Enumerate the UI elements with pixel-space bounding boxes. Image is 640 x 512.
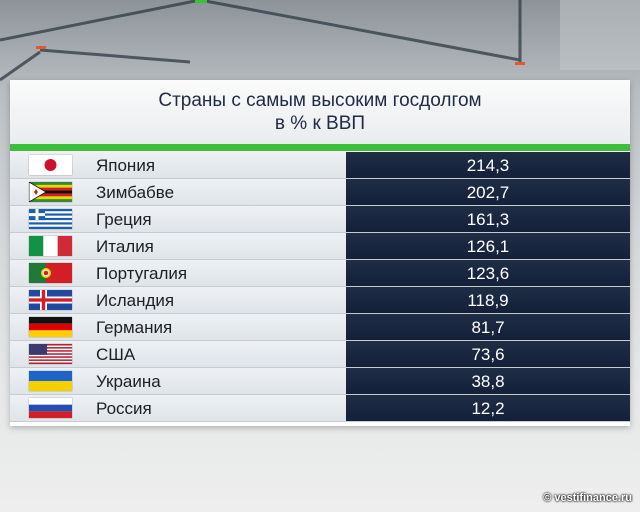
row-value-cell: 118,9 bbox=[346, 287, 630, 313]
row-value-cell: 123,6 bbox=[346, 260, 630, 286]
country-name: Италия bbox=[96, 237, 154, 256]
table-row: Италия 126,1 bbox=[10, 233, 630, 260]
table-row: Япония 214,3 bbox=[10, 152, 630, 179]
debt-value: 161,3 bbox=[466, 210, 510, 229]
debt-value: 214,3 bbox=[466, 156, 510, 175]
japan-flag-icon bbox=[29, 155, 72, 175]
country-name: Германия bbox=[96, 318, 173, 337]
accent-bar bbox=[10, 144, 630, 151]
row-label-cell: Япония bbox=[10, 152, 346, 178]
country-name: Япония bbox=[96, 156, 156, 175]
chart-title-area: Страны с самым высоким госдолгом в % к В… bbox=[10, 80, 630, 144]
debt-value: 202,7 bbox=[466, 183, 510, 202]
row-value-cell: 126,1 bbox=[346, 233, 630, 259]
row-value-cell: 73,6 bbox=[346, 341, 630, 367]
usa-flag-icon bbox=[29, 344, 72, 364]
country-name: Исландия bbox=[96, 291, 175, 310]
debt-value: 118,9 bbox=[467, 291, 509, 310]
table-row: Греция 161,3 bbox=[10, 206, 630, 233]
table-rows: Япония 214,3 Зимбабве 202,7 Греция 161,3 Итали… bbox=[10, 152, 630, 422]
row-label-cell: Украина bbox=[10, 368, 346, 394]
row-label-cell: США bbox=[10, 341, 346, 367]
iceland-flag-icon bbox=[29, 290, 72, 310]
country-name: США bbox=[96, 345, 136, 364]
chart-title: Страны с самым высоким госдолгом bbox=[158, 90, 482, 111]
portugal-flag-icon bbox=[29, 263, 72, 283]
watermark: © vestifinance.ru bbox=[543, 492, 632, 504]
row-label-cell: Германия bbox=[10, 314, 346, 340]
row-label-cell: Зимбабве bbox=[10, 179, 346, 205]
debt-value: 12,2 bbox=[471, 399, 505, 418]
russia-flag-icon bbox=[29, 398, 72, 418]
greece-flag-icon bbox=[29, 209, 72, 229]
italy-flag-icon bbox=[29, 236, 72, 256]
table-row: Зимбабве 202,7 bbox=[10, 179, 630, 206]
table-row: Россия 12,2 bbox=[10, 395, 630, 422]
row-value-cell: 214,3 bbox=[346, 152, 630, 178]
table-row: Германия 81,7 bbox=[10, 314, 630, 341]
table-row: Исландия 118,9 bbox=[10, 287, 630, 314]
row-value-cell: 202,7 bbox=[346, 179, 630, 205]
debt-value: 81,7 bbox=[471, 318, 505, 337]
country-name: Греция bbox=[96, 210, 152, 229]
debt-value: 126,1 bbox=[466, 237, 510, 256]
chart-subtitle: в % к ВВП bbox=[274, 113, 366, 134]
row-label-cell: Италия bbox=[10, 233, 346, 259]
row-label-cell: Исландия bbox=[10, 287, 346, 313]
table-row: США 73,6 bbox=[10, 341, 630, 368]
row-value-cell: 12,2 bbox=[346, 395, 630, 421]
ukraine-flag-icon bbox=[29, 371, 72, 391]
debt-table: Страны с самым высоким госдолгом в % к В… bbox=[10, 80, 630, 426]
zimbabwe-flag-icon bbox=[28, 181, 72, 203]
row-value-cell: 38,8 bbox=[346, 368, 630, 394]
debt-value: 38,8 bbox=[471, 372, 505, 391]
row-label-cell: Португалия bbox=[10, 260, 346, 286]
debt-value: 123,6 bbox=[466, 264, 510, 283]
country-name: Португалия bbox=[96, 264, 188, 283]
table-row: Португалия 123,6 bbox=[10, 260, 630, 287]
table-row: Украина 38,8 bbox=[10, 368, 630, 395]
country-name: Россия bbox=[96, 399, 152, 418]
country-name: Зимбабве bbox=[96, 183, 175, 202]
germany-flag-icon bbox=[29, 317, 72, 337]
row-value-cell: 161,3 bbox=[346, 206, 630, 232]
row-value-cell: 81,7 bbox=[346, 314, 630, 340]
row-label-cell: Греция bbox=[10, 206, 346, 232]
debt-value: 73,6 bbox=[471, 345, 505, 364]
country-name: Украина bbox=[96, 372, 161, 391]
row-label-cell: Россия bbox=[10, 395, 346, 421]
